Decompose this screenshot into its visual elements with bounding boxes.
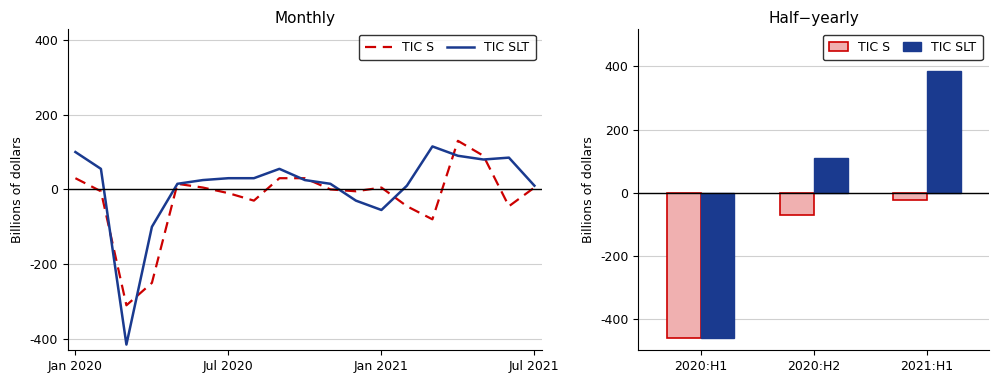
Legend: TIC S, TIC SLT: TIC S, TIC SLT xyxy=(359,35,536,60)
Bar xyxy=(814,158,848,192)
Bar xyxy=(667,192,701,338)
Bar xyxy=(927,71,961,192)
Y-axis label: Billions of dollars: Billions of dollars xyxy=(11,136,24,243)
Bar xyxy=(893,192,927,200)
Title: Half−yearly: Half−yearly xyxy=(768,11,859,26)
Y-axis label: Billions of dollars: Billions of dollars xyxy=(582,136,595,243)
Title: Monthly: Monthly xyxy=(274,11,335,26)
Legend: TIC S, TIC SLT: TIC S, TIC SLT xyxy=(823,35,983,60)
Bar xyxy=(780,192,814,215)
Bar xyxy=(701,192,734,338)
